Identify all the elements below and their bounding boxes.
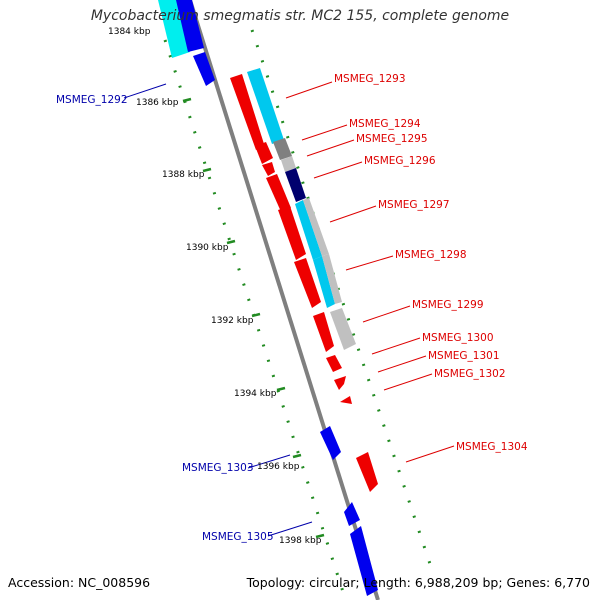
gene-label-msmeg-1303: MSMEG_1303 (182, 462, 254, 474)
feature-msmeg-1291-cyan (158, 0, 190, 58)
scale-label: 1384 kbp (108, 27, 151, 37)
feature-msmeg-1294-lane2 (273, 138, 292, 160)
gene-label-msmeg-1294: MSMEG_1294 (349, 118, 421, 130)
feature-msmeg-1298-lane2 (313, 256, 335, 308)
scale-labels: 1384 kbp 1386 kbp 1388 kbp 1390 kbp 1392… (108, 27, 322, 546)
feature-msmeg-1296 (266, 174, 291, 214)
feature-msmeg-1305-b (350, 526, 378, 596)
feature-msmeg-1302 (340, 396, 352, 404)
scale-label: 1390 kbp (186, 243, 229, 253)
gene-label-msmeg-1302: MSMEG_1302 (434, 368, 506, 380)
scale-label: 1388 kbp (162, 170, 205, 180)
scale-label: 1386 kbp (136, 98, 179, 108)
label-leaders (123, 81, 455, 537)
gene-label-msmeg-1297: MSMEG_1297 (378, 199, 450, 211)
scale-label: 1392 kbp (211, 316, 254, 326)
feature-msmeg-1297-lane3 (303, 198, 329, 256)
feature-msmeg-1293 (230, 74, 264, 150)
gene-label-msmeg-1304: MSMEG_1304 (456, 441, 528, 453)
gene-label-msmeg-1295: MSMEG_1295 (356, 133, 428, 145)
gene-label-msmeg-1305: MSMEG_1305 (202, 531, 274, 543)
feature-msmeg-1298-lane3 (322, 254, 342, 304)
feature-msmeg-1295 (262, 162, 275, 176)
gene-label-msmeg-1292: MSMEG_1292 (56, 94, 128, 106)
feature-msmeg-1293-lane2 (247, 68, 284, 144)
gene-label-msmeg-1296: MSMEG_1296 (364, 155, 436, 167)
accession-label: Accession: NC_008596 (8, 575, 151, 590)
feature-msmeg-1297-lane2 (295, 200, 322, 260)
feature-msmeg-1299 (313, 312, 334, 352)
genome-backbone (188, 0, 380, 600)
gene-label-msmeg-1298: MSMEG_1298 (395, 249, 467, 261)
map-title: Mycobacterium smegmatis str. MC2 155, co… (90, 8, 510, 24)
feature-msmeg-1299-lane2 (330, 308, 356, 350)
feature-msmeg-1301 (334, 376, 346, 390)
feature-msmeg-1300 (326, 355, 342, 372)
gene-label-msmeg-1300: MSMEG_1300 (422, 332, 494, 344)
genome-summary: Topology: circular; Length: 6,988,209 bp… (246, 575, 590, 590)
feature-msmeg-1303 (320, 426, 341, 460)
feature-msmeg-1297 (278, 206, 306, 260)
feature-msmeg-1295-lane2 (281, 156, 296, 172)
scale-label: 1394 kbp (234, 389, 277, 399)
feature-msmeg-1292 (193, 52, 215, 86)
scale-label: 1396 kbp (257, 462, 300, 472)
feature-msmeg-1298 (294, 258, 321, 308)
gene-label-msmeg-1293: MSMEG_1293 (334, 73, 406, 85)
feature-msmeg-1294 (255, 142, 273, 164)
feature-msmeg-1304 (356, 452, 378, 492)
feature-msmeg-1305-a (344, 502, 360, 526)
tick-ring-inner (163, 39, 347, 599)
gene-label-msmeg-1299: MSMEG_1299 (412, 299, 484, 311)
scale-label: 1398 kbp (279, 536, 322, 546)
feature-msmeg-1291-blue (176, 0, 204, 52)
gene-label-msmeg-1301: MSMEG_1301 (428, 350, 500, 362)
gene-labels: MSMEG_1292 MSMEG_1293 MSMEG_1294 MSMEG_1… (56, 73, 528, 543)
feature-msmeg-1296-lane2 (285, 168, 306, 202)
